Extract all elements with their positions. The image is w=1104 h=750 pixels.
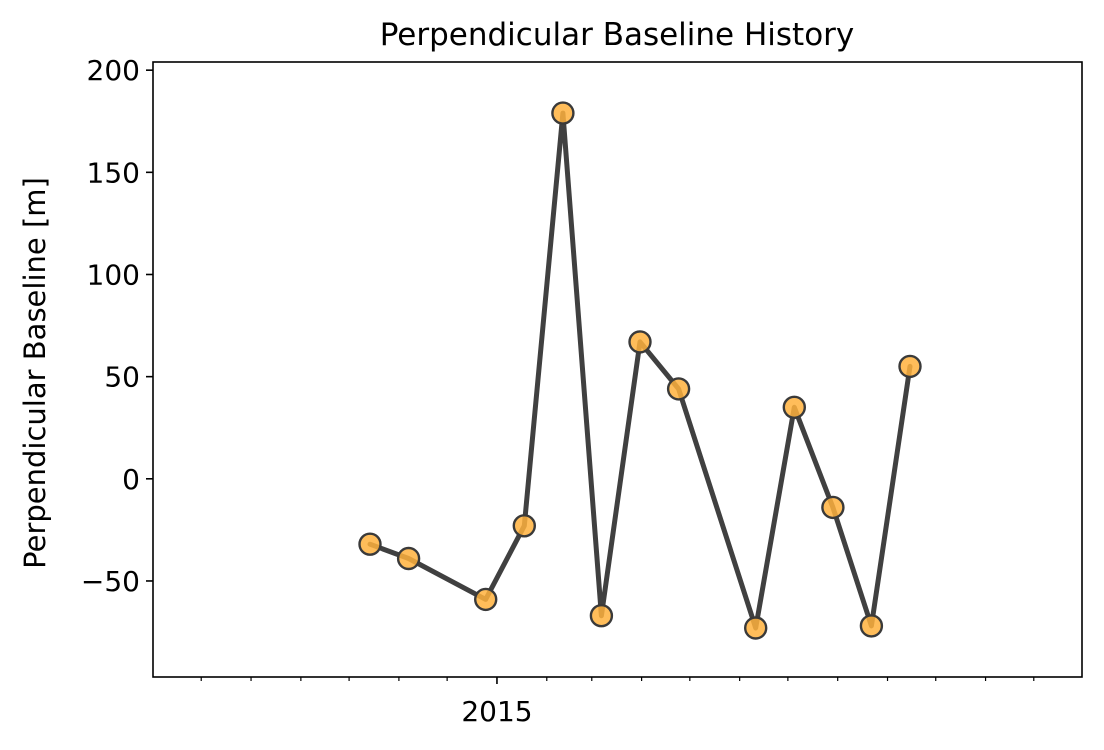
- y-tick-label: −50: [81, 565, 140, 598]
- data-point: [628, 330, 652, 354]
- axis-ticks: −50 0 50 100 150 200 2015: [81, 54, 1035, 728]
- y-tick-label: 50: [104, 361, 140, 394]
- data-point: [358, 532, 382, 556]
- data-point: [589, 604, 614, 628]
- x-tick-label: 2015: [461, 695, 532, 728]
- data-point: [821, 495, 845, 520]
- data-point: [396, 546, 421, 571]
- data-point: [898, 354, 922, 379]
- y-tick-label: 100: [87, 258, 140, 291]
- data-point: [744, 616, 768, 640]
- data-point: [666, 377, 691, 401]
- plot-area: [358, 101, 922, 640]
- data-point: [551, 101, 575, 125]
- y-axis-label: Perpendicular Baseline [m]: [18, 177, 52, 569]
- y-tick-label: 150: [87, 156, 140, 189]
- data-point: [782, 395, 806, 419]
- y-tick-label: 200: [87, 54, 140, 87]
- data-point: [859, 614, 884, 638]
- data-point: [512, 514, 536, 538]
- y-tick-label: 0: [122, 463, 140, 496]
- data-point: [474, 587, 498, 612]
- axes-frame: [152, 61, 1083, 678]
- chart-title: Perpendicular Baseline History: [380, 17, 855, 53]
